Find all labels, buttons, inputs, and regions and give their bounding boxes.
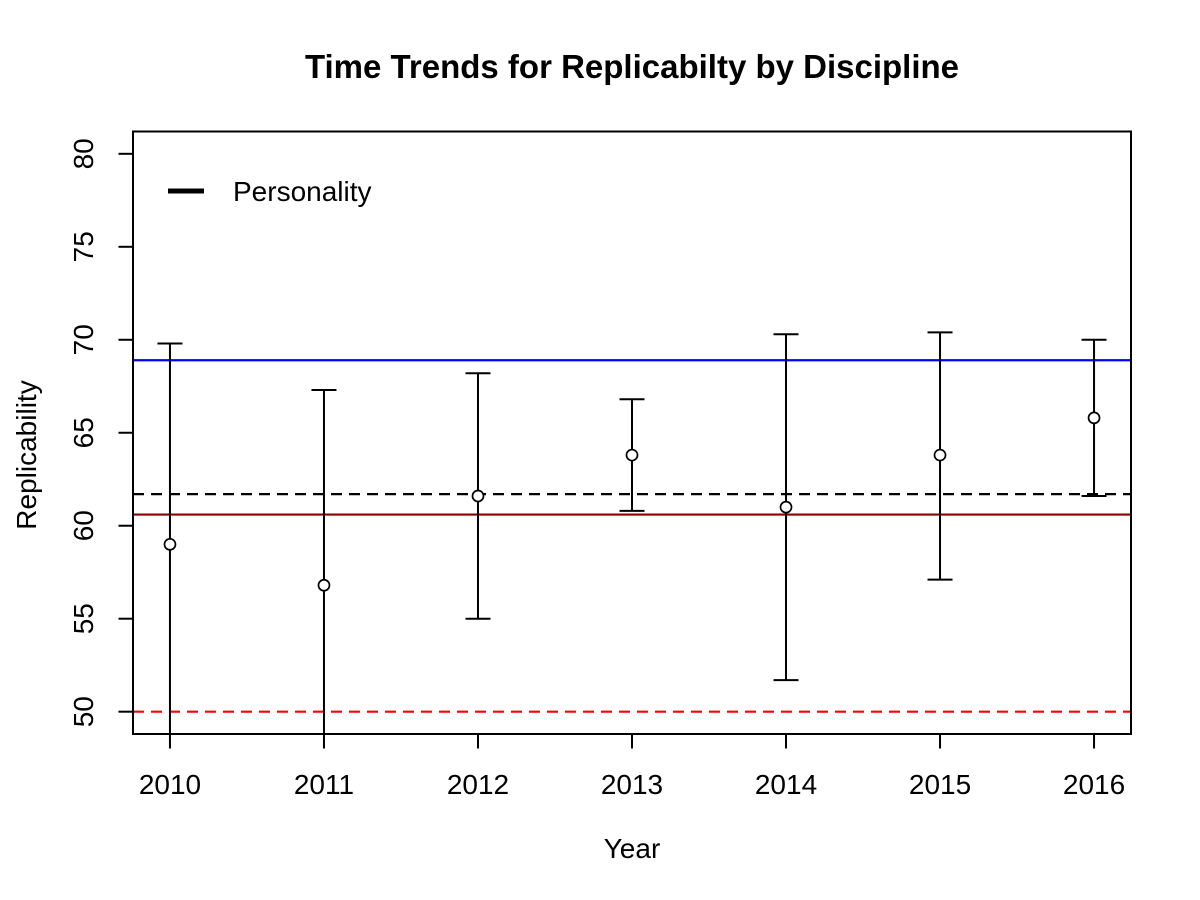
legend-label-personality: Personality — [233, 176, 372, 207]
data-point-2014 — [779, 500, 793, 514]
data-point-2015 — [933, 448, 947, 462]
x-tick-label-2011: 2011 — [294, 769, 354, 800]
y-tick-label-60: 60 — [68, 510, 99, 541]
chart-title: Time Trends for Replicabilty by Discipli… — [305, 48, 959, 85]
plot-area: 2010 2011 2012 2013 2014 2015 2016 50 55 60 65 70 75… — [68, 130, 1132, 800]
x-axis-label: Year — [604, 833, 661, 864]
data-point-2016 — [1087, 411, 1101, 425]
y-tick-label-65: 65 — [68, 417, 99, 448]
y-tick-label-75: 75 — [68, 231, 99, 262]
x-tick-label-2010: 2010 — [139, 769, 201, 800]
data-point-2013 — [625, 448, 639, 462]
y-tick-label-80: 80 — [68, 138, 99, 169]
y-tick-label-70: 70 — [68, 324, 99, 355]
x-tick-label-2014: 2014 — [755, 769, 817, 800]
y-tick-label-55: 55 — [68, 603, 99, 634]
x-tick-label-2015: 2015 — [909, 769, 971, 800]
x-tick-label-2016: 2016 — [1063, 769, 1125, 800]
x-tick-label-2013: 2013 — [601, 769, 663, 800]
legend: Personality — [168, 176, 372, 207]
y-axis-label: Replicability — [11, 380, 42, 529]
data-point-2012 — [471, 489, 485, 503]
data-point-2010 — [163, 537, 177, 551]
x-tick-label-2012: 2012 — [447, 769, 509, 800]
y-tick-label-50: 50 — [68, 696, 99, 727]
data-point-2011 — [317, 578, 331, 592]
